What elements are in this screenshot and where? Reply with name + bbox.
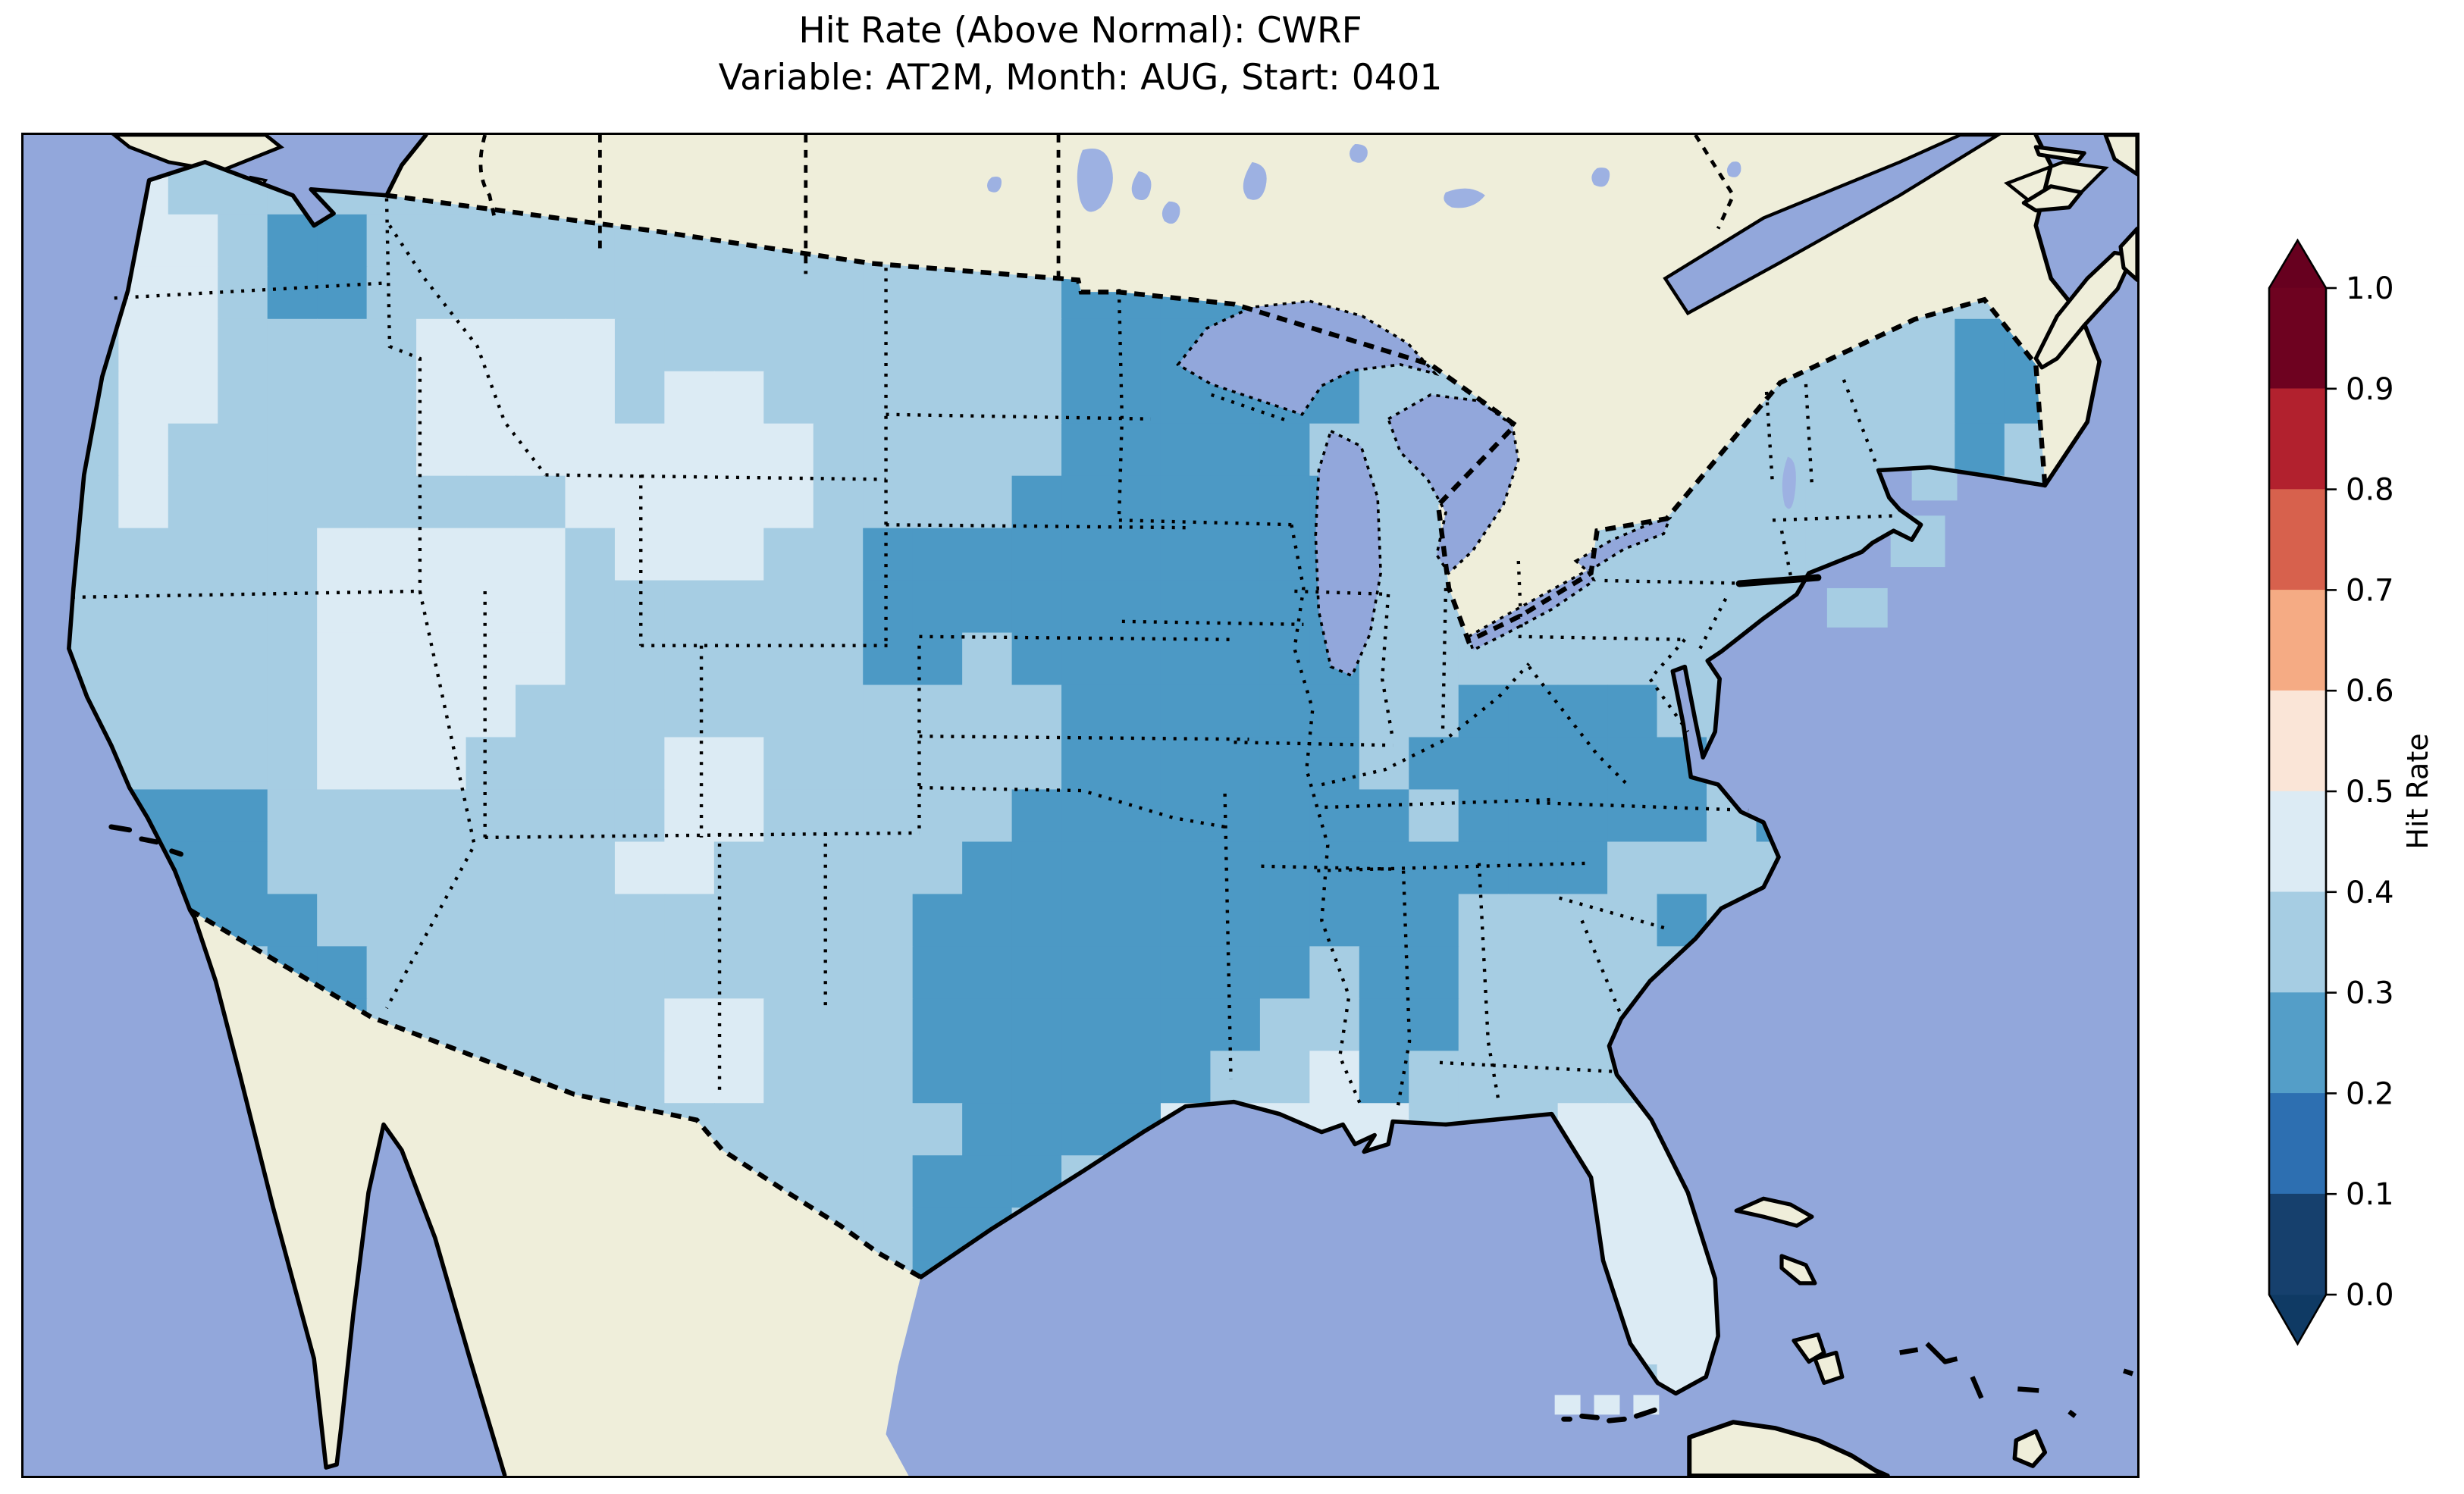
pacific-coastline — [67, 160, 507, 1476]
svg-text:0.2: 0.2 — [2346, 1076, 2394, 1111]
coastlines — [67, 135, 2102, 1476]
canada-land — [386, 135, 2100, 641]
newfoundland-corner — [2103, 135, 2137, 177]
bahamas-grand-bahama — [1734, 1196, 1814, 1228]
puget-sound-coastline — [202, 160, 389, 228]
svg-text:0.8: 0.8 — [2346, 473, 2394, 508]
us-mexico-border — [188, 907, 923, 1279]
new-brunswick-coastline — [2033, 135, 2102, 488]
svg-text:0.3: 0.3 — [2346, 976, 2394, 1011]
lake-superior — [1176, 299, 1440, 416]
colorbar-tick-labels: 1.0 0.9 0.8 0.7 0.6 0.5 0.4 0.3 0.2 0.1 0.0 — [2346, 271, 2394, 1313]
bahamas-eleuthera — [1779, 1254, 1817, 1286]
cuba — [1687, 1420, 1890, 1476]
colorbar-bands — [2269, 240, 2326, 1344]
lake-michigan — [1314, 429, 1382, 678]
channel-islands — [108, 824, 183, 857]
bc-coastline — [384, 135, 428, 198]
lake-huron — [1386, 393, 1520, 575]
bahamas-andros — [1792, 1333, 1845, 1386]
map-panel — [21, 133, 2140, 1478]
map-svg — [24, 135, 2137, 1476]
page-subtitle: Variable: AT2M, Month: AUG, Start: 0401 — [718, 57, 1443, 99]
atlantic-gulf-coastline — [918, 465, 2048, 1396]
state-borders — [71, 198, 1897, 1110]
nova-scotia — [2033, 250, 2135, 370]
caribbean-islands — [1687, 1196, 2134, 1476]
mexico-land — [190, 910, 921, 1476]
st-lawrence-river — [1663, 135, 2002, 316]
long-island — [1735, 574, 1822, 587]
svg-text:0.9: 0.9 — [2346, 372, 2394, 407]
hispaniola-sliver — [2012, 1429, 2048, 1468]
colorbar-ticks — [2326, 287, 2337, 1296]
country-borders — [188, 193, 2048, 1279]
us-canada-border — [386, 193, 2048, 645]
svg-text:0.6: 0.6 — [2346, 674, 2394, 709]
svg-text:1.0: 1.0 — [2346, 271, 2394, 306]
atlantic-canada-islands — [2021, 135, 2137, 370]
cape-breton — [2118, 226, 2137, 282]
small-cays — [1899, 1342, 2134, 1418]
canadian-lakes — [987, 143, 1796, 509]
svg-text:0.7: 0.7 — [2346, 573, 2394, 608]
figure-title-block: Hit Rate (Above Normal): CWRF Variable: … — [21, 8, 2140, 102]
prince-edward-island — [2021, 184, 2083, 213]
svg-text:0.1: 0.1 — [2346, 1177, 2394, 1212]
anticosti-island — [2033, 145, 2086, 163]
lake-ontario — [1573, 516, 1672, 574]
page-title: Hit Rate (Above Normal): CWRF — [798, 10, 1362, 52]
colorbar: 1.0 0.9 0.8 0.7 0.6 0.5 0.4 0.3 0.2 0.1 0.0 Hit Ra… — [2268, 238, 2434, 1346]
svg-text:0.4: 0.4 — [2346, 875, 2394, 910]
svg-text:0.5: 0.5 — [2346, 775, 2394, 810]
florida-keys — [1561, 1407, 1657, 1424]
colorbar-axis-label: Hit Rate — [2401, 733, 2434, 849]
svg-text:0.0: 0.0 — [2346, 1278, 2394, 1313]
